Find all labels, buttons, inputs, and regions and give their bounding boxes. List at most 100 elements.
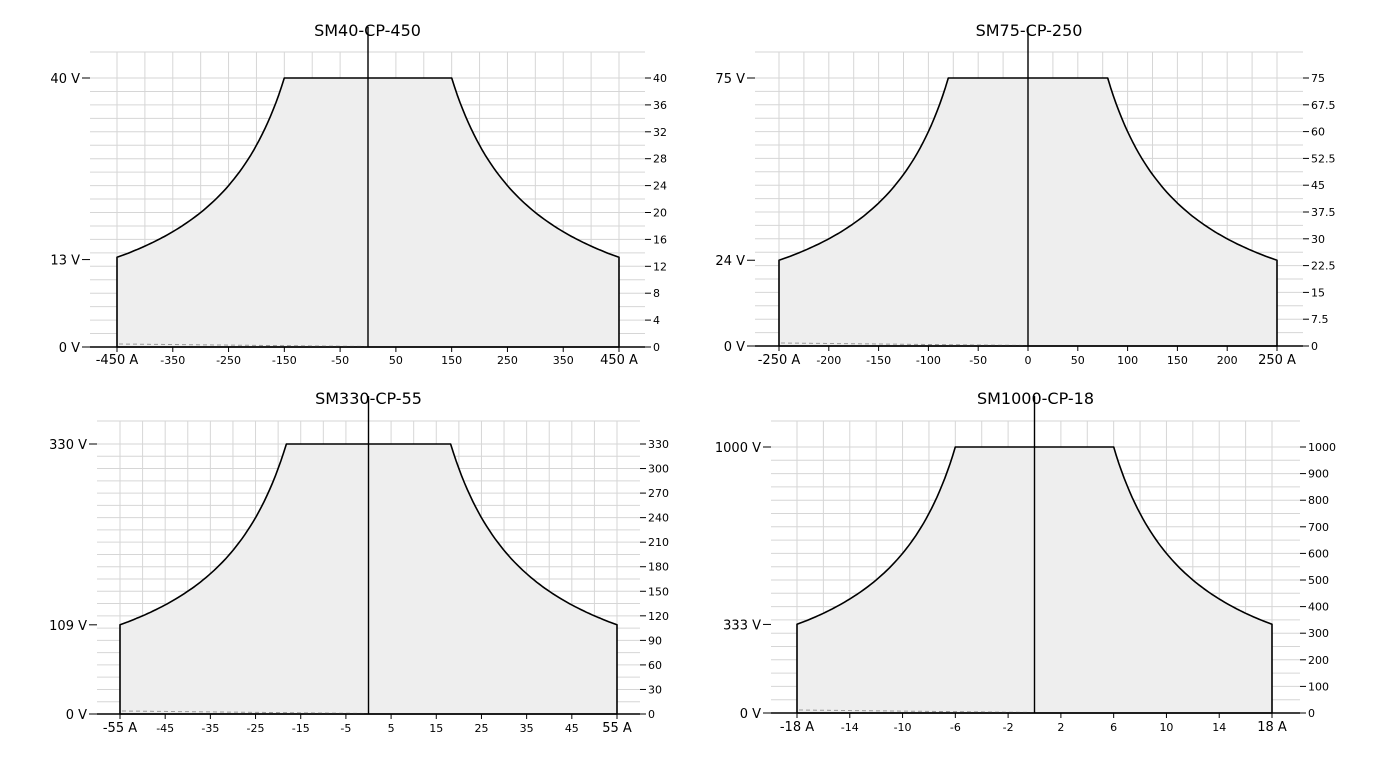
- x-tick-label: -150: [866, 354, 891, 367]
- x-tick-label: 50: [1071, 354, 1085, 367]
- y-left-label: 0 V: [59, 341, 80, 356]
- x-tick-label: -200: [816, 354, 841, 367]
- y-right-label: 67.5: [1311, 99, 1336, 112]
- x-tick-label: -2: [1003, 721, 1014, 734]
- dashed-baseline: [798, 709, 1035, 713]
- y-right-label: 0: [653, 341, 660, 354]
- y-right-label: 180: [648, 561, 669, 574]
- y-right-label: 150: [648, 585, 669, 598]
- x-tick-label: 6: [1110, 721, 1117, 734]
- x-tick-label: 18 A: [1257, 720, 1287, 735]
- y-right-label: 1000: [1308, 441, 1336, 454]
- x-tick-label: 45: [565, 722, 579, 735]
- chart-title: SM1000-CP-18: [977, 389, 1094, 408]
- y-right-label: 24: [653, 180, 667, 193]
- x-tick-label: 50: [389, 354, 403, 367]
- y-left-label: 0 V: [740, 707, 761, 722]
- y-left-label: 40 V: [50, 72, 80, 87]
- y-left-label: 24 V: [715, 254, 745, 269]
- x-tick-label: -15: [292, 722, 310, 735]
- dashed-baseline: [780, 342, 1029, 346]
- y-right-label: 0: [648, 708, 655, 721]
- y-right-label: 16: [653, 233, 667, 246]
- x-tick-label: 150: [441, 354, 462, 367]
- x-tick-label: 100: [1117, 354, 1138, 367]
- x-tick-label: 35: [520, 722, 534, 735]
- y-right-label: 15: [1311, 286, 1325, 299]
- x-tick-label: -450 A: [96, 353, 139, 368]
- y-right-label: 90: [648, 634, 662, 647]
- y-left-label: 0 V: [66, 708, 87, 723]
- y-right-label: 20: [653, 207, 667, 220]
- x-tick-label: -150: [272, 354, 297, 367]
- dashed-baseline: [121, 710, 369, 714]
- x-tick-label: 250 A: [1258, 353, 1296, 368]
- x-tick-label: -50: [331, 354, 349, 367]
- y-left-label: 75 V: [715, 72, 745, 87]
- y-left-label: 330 V: [49, 438, 87, 453]
- y-left-label: 1000 V: [715, 441, 761, 456]
- x-tick-label: 5: [388, 722, 395, 735]
- y-right-label: 28: [653, 153, 667, 166]
- y-right-label: 8: [653, 287, 660, 300]
- y-right-label: 400: [1308, 601, 1329, 614]
- y-left-label: 0 V: [724, 340, 745, 355]
- y-right-label: 500: [1308, 574, 1329, 587]
- x-tick-label: 350: [553, 354, 574, 367]
- y-right-label: 120: [648, 610, 669, 623]
- chart-sm40: SM40-CP-4500 V13 V40 V048121620242832364…: [50, 21, 667, 368]
- y-left-label: 333 V: [723, 618, 761, 633]
- x-tick-label: 2: [1057, 721, 1064, 734]
- chart-sm75: SM75-CP-250 0 V 24 V 75 V 0 7.5 15 22.5 30 37.5 45…: [715, 21, 1336, 368]
- y-right-label: 200: [1308, 654, 1329, 667]
- y-right-label: 800: [1308, 494, 1329, 507]
- x-tick-label: 10: [1159, 721, 1173, 734]
- x-tick-label: -350: [160, 354, 185, 367]
- chart-sm1000: SM1000-CP-18 0 V 333 V 1000 V 0 100 200 300 400 5…: [715, 389, 1336, 735]
- x-tick-label: 250: [497, 354, 518, 367]
- x-tick-label: -45: [156, 722, 174, 735]
- y-right-label: 45: [1311, 179, 1325, 192]
- y-right-label: 60: [1311, 126, 1325, 139]
- y-right-label: 12: [653, 260, 667, 273]
- x-tick-label: 150: [1167, 354, 1188, 367]
- x-tick-label: -6: [950, 721, 961, 734]
- y-right-label: 210: [648, 536, 669, 549]
- y-right-label: 240: [648, 512, 669, 525]
- y-right-label: 600: [1308, 547, 1329, 560]
- x-tick-label: -5: [340, 722, 351, 735]
- x-tick-label: -14: [841, 721, 859, 734]
- x-tick-label: -55 A: [103, 721, 137, 736]
- y-right-label: 60: [648, 659, 662, 672]
- y-right-label: 40: [653, 72, 667, 85]
- y-right-label: 300: [648, 463, 669, 476]
- x-tick-label: 15: [429, 722, 443, 735]
- y-left-label: 109 V: [49, 619, 87, 634]
- y-right-label: 36: [653, 99, 667, 112]
- y-right-label: 270: [648, 487, 669, 500]
- x-tick-label: -18 A: [780, 720, 814, 735]
- y-right-label: 4: [653, 314, 660, 327]
- y-right-label: 0: [1308, 707, 1315, 720]
- x-tick-label: 200: [1217, 354, 1238, 367]
- y-right-label: 22.5: [1311, 260, 1336, 273]
- x-tick-label: 0: [1025, 354, 1032, 367]
- x-tick-label: -25: [247, 722, 265, 735]
- x-tick-label: -250: [216, 354, 241, 367]
- y-right-label: 0: [1311, 340, 1318, 353]
- y-right-label: 330: [648, 438, 669, 451]
- y-left-label: 13 V: [50, 254, 80, 269]
- x-tick-label: 55 A: [602, 721, 632, 736]
- x-tick-label: -35: [201, 722, 219, 735]
- x-tick-label: -50: [969, 354, 987, 367]
- y-right-label: 7.5: [1311, 313, 1329, 326]
- y-right-label: 30: [648, 683, 662, 696]
- chart-title: SM75-CP-250: [976, 21, 1083, 40]
- x-tick-label: -250 A: [758, 353, 801, 368]
- y-right-label: 52.5: [1311, 152, 1336, 165]
- x-tick-label: 14: [1212, 721, 1226, 734]
- y-right-label: 32: [653, 126, 667, 139]
- y-right-label: 300: [1308, 627, 1329, 640]
